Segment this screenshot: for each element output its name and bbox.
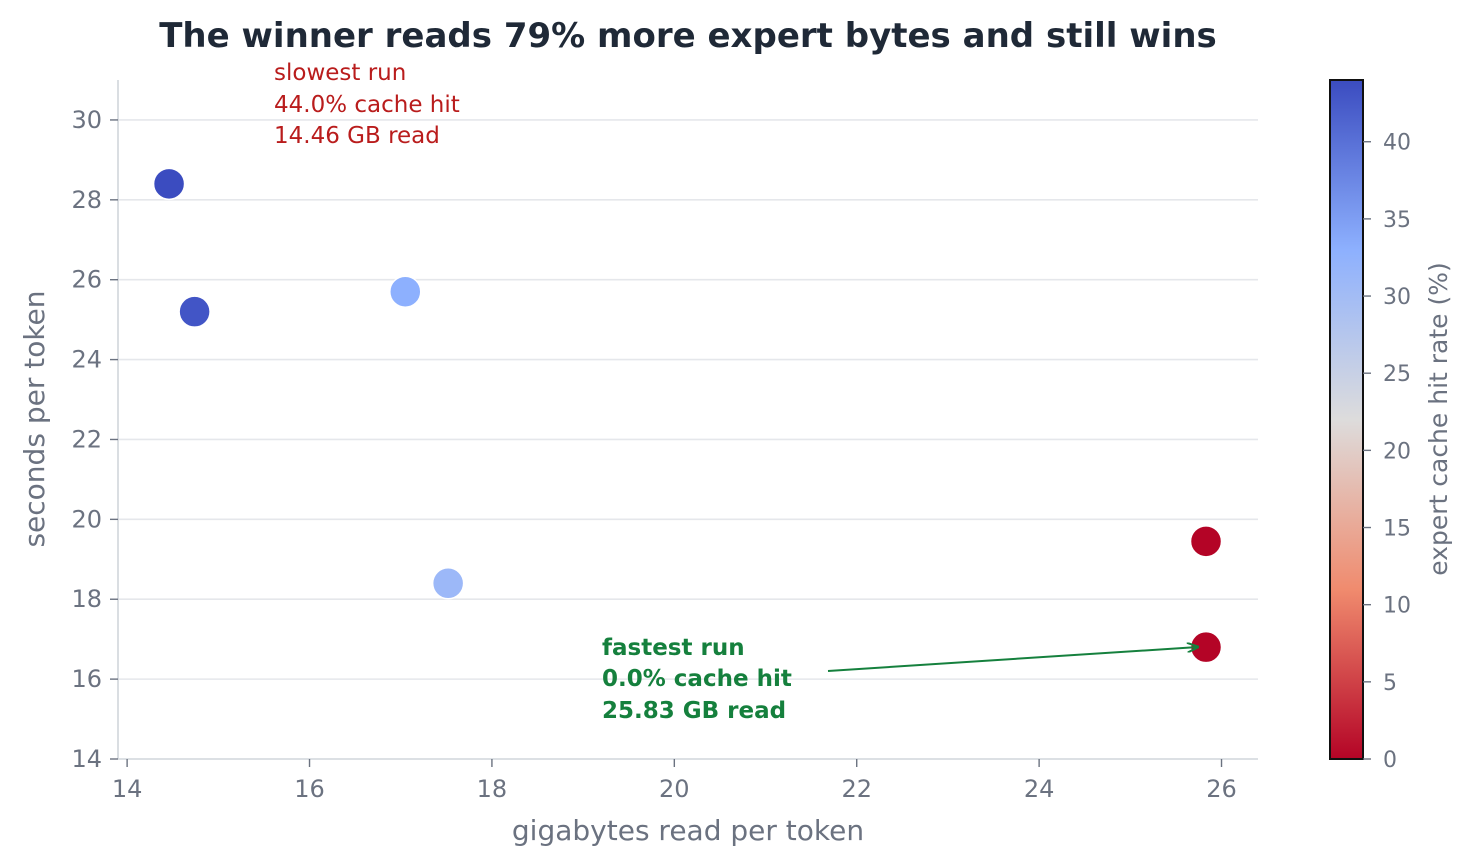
- x-tick-label: 22: [841, 775, 872, 803]
- y-tick-label: 20: [71, 505, 102, 533]
- x-ticks: 14 16 18 20 22 24 26: [112, 759, 1237, 803]
- colorbar-tick-label: 0: [1383, 748, 1397, 773]
- colorbar-ticks: 0 5 10 15 20 25 30 35 40: [1363, 131, 1411, 773]
- data-point: [152, 167, 186, 201]
- colorbar-tick-label: 10: [1383, 594, 1411, 619]
- fastest-annotation-line-3: 25.83 GB read: [602, 698, 786, 724]
- colorbar-tick-label: 40: [1383, 131, 1411, 156]
- colorbar-tick-label: 30: [1383, 285, 1411, 310]
- slowest-annotation: slowest run 44.0% cache hit 14.46 GB rea…: [274, 60, 460, 149]
- y-tick-label: 28: [71, 186, 102, 214]
- x-tick-label: 16: [294, 775, 325, 803]
- data-point: [1189, 525, 1223, 558]
- x-tick-label: 24: [1024, 775, 1055, 803]
- slowest-annotation-line-2: 44.0% cache hit: [274, 92, 460, 118]
- colorbar-tick-label: 15: [1383, 517, 1411, 542]
- y-tick-label: 18: [71, 585, 102, 613]
- data-point: [389, 275, 422, 308]
- x-tick-label: 14: [112, 775, 143, 803]
- y-axis-label: seconds per token: [18, 290, 51, 547]
- fastest-annotation: fastest run 0.0% cache hit 25.83 GB read: [602, 635, 1198, 724]
- y-ticks: 14 16 18 20 22 24 26 28 30: [71, 106, 118, 773]
- slowest-annotation-line-1: slowest run: [274, 60, 406, 86]
- y-tick-label: 14: [71, 745, 102, 773]
- fastest-annotation-line-1: fastest run: [602, 635, 745, 661]
- x-tick-label: 26: [1206, 775, 1237, 803]
- y-tick-label: 24: [71, 346, 102, 374]
- fastest-annotation-arrow: [827, 647, 1198, 672]
- y-tick-label: 22: [71, 425, 102, 453]
- colorbar-tick-label: 35: [1383, 208, 1411, 233]
- y-tick-label: 16: [71, 665, 102, 693]
- colorbar-tick-label: 5: [1383, 671, 1397, 696]
- chart-title: The winner reads 79% more expert bytes a…: [159, 16, 1217, 56]
- x-axis-label: gigabytes read per token: [512, 814, 864, 847]
- grid-lines: [118, 119, 1258, 680]
- axes: [117, 80, 1258, 760]
- fastest-annotation-line-2: 0.0% cache hit: [602, 666, 792, 692]
- colorbar-tick-label: 25: [1383, 362, 1411, 387]
- data-point: [431, 567, 465, 600]
- slowest-annotation-line-3: 14.46 GB read: [274, 123, 440, 149]
- data-points: [152, 167, 1223, 664]
- colorbar-label: expert cache hit rate (%): [1424, 262, 1453, 576]
- data-point: [178, 295, 211, 328]
- colorbar: 0 5 10 15 20 25 30 35 40 expert cache hit rate (…: [1329, 79, 1453, 773]
- y-tick-label: 26: [71, 266, 102, 294]
- colorbar-gradient: [1329, 79, 1364, 760]
- y-tick-label: 30: [71, 106, 102, 134]
- x-tick-label: 18: [477, 775, 508, 803]
- x-tick-label: 20: [659, 775, 690, 803]
- colorbar-tick-label: 20: [1383, 439, 1411, 464]
